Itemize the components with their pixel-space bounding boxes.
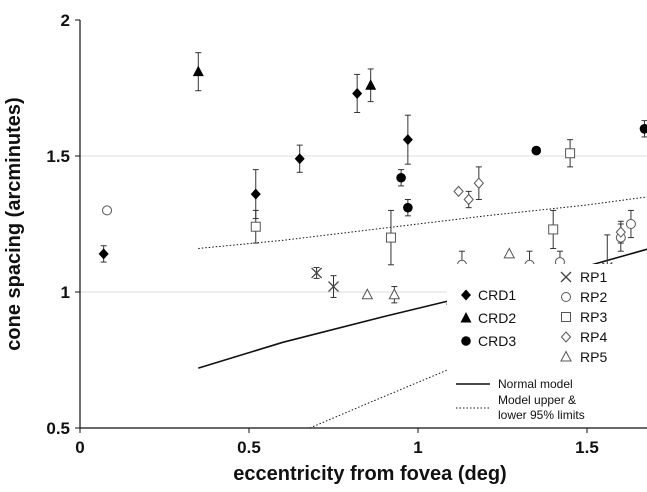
crd3-point-1 [403, 202, 413, 213]
rp3-point-3 [548, 224, 559, 235]
legend-marker-crd3 [461, 336, 471, 346]
y-tick-label-1: 1 [61, 283, 70, 302]
legend-marker-crd1 [461, 289, 471, 301]
legend-label-rp1: RP1 [580, 269, 607, 285]
y-axis-title: cone spacing (arcminutes) [3, 97, 25, 350]
crd1-point-1 [250, 188, 261, 200]
rp3-point-0 [250, 221, 261, 232]
crd3-point-3 [639, 124, 647, 134]
crd2-point-1 [365, 79, 377, 90]
legend-label-rp3: RP3 [580, 309, 607, 325]
x-tick-label-1: 0.5 [237, 438, 261, 457]
legend-marker-crd2 [460, 312, 472, 323]
legend-marker-rp2 [561, 292, 571, 302]
y-tick-label-0: 0.5 [46, 419, 70, 438]
lower-95-limit-line [309, 294, 647, 429]
crd1-point-3 [352, 87, 363, 99]
upper-95-limit-line [198, 196, 647, 249]
rp2-point-0 [102, 205, 113, 216]
rp3-point-1 [385, 232, 396, 243]
legend-label-rp4: RP4 [580, 329, 607, 345]
x-tick-label-3: 1.5 [575, 438, 599, 457]
rp5-point-1 [388, 288, 401, 300]
legend-marker-rp3 [561, 312, 571, 322]
legend: CRD1 CRD2 CRD3 RP1 RP2 RP3 RP4 RP5 Normal model M… [447, 264, 647, 426]
rp4-point-1 [463, 193, 474, 206]
rp4-point-2 [473, 177, 485, 189]
x-tick-label-0: 0 [75, 438, 84, 457]
legend-label-crd2: CRD2 [478, 310, 516, 326]
crd3-point-0 [396, 172, 406, 183]
rp1-point-1 [328, 281, 339, 293]
legend-marker-rp5 [560, 350, 572, 362]
legend-label-crd1: CRD1 [478, 287, 516, 303]
crd1-point-2 [294, 153, 305, 165]
y-tick-label-3: 2 [61, 11, 70, 30]
legend-marker-rp4 [560, 331, 572, 343]
legend-marker-rp1 [560, 271, 572, 283]
legend-label-normal-model: Normal model [498, 377, 573, 391]
y-tick-label-2: 1.5 [46, 147, 70, 166]
legend-label-rp5: RP5 [580, 349, 607, 365]
rp4-point-3 [615, 226, 626, 238]
tick-labels: 00.511.522.530.511.52 [46, 11, 599, 457]
rp5-point-3 [503, 247, 516, 259]
legend-box [447, 264, 647, 426]
rp3-point-4 [565, 148, 576, 159]
crd1-point-4 [402, 134, 413, 146]
legend-label-crd3: CRD3 [478, 333, 516, 349]
crd2-point-0 [192, 65, 204, 77]
normal-model-line [198, 248, 647, 369]
crd3-point-2 [531, 145, 542, 156]
x-axis-title: eccentricity from fovea (deg) [233, 463, 506, 485]
rp4-point-0 [453, 185, 464, 198]
model-lines [198, 196, 647, 429]
crd1-point-0 [98, 248, 109, 260]
rp1-point-0 [311, 267, 323, 279]
legend-label-95-limits: Model upper & lower 95% limits [498, 393, 585, 422]
rp2-point-5 [625, 219, 636, 229]
axes [75, 19, 647, 433]
rp5-point-0 [361, 288, 374, 300]
x-tick-label-2: 1 [413, 438, 422, 457]
legend-label-rp2: RP2 [580, 289, 607, 305]
